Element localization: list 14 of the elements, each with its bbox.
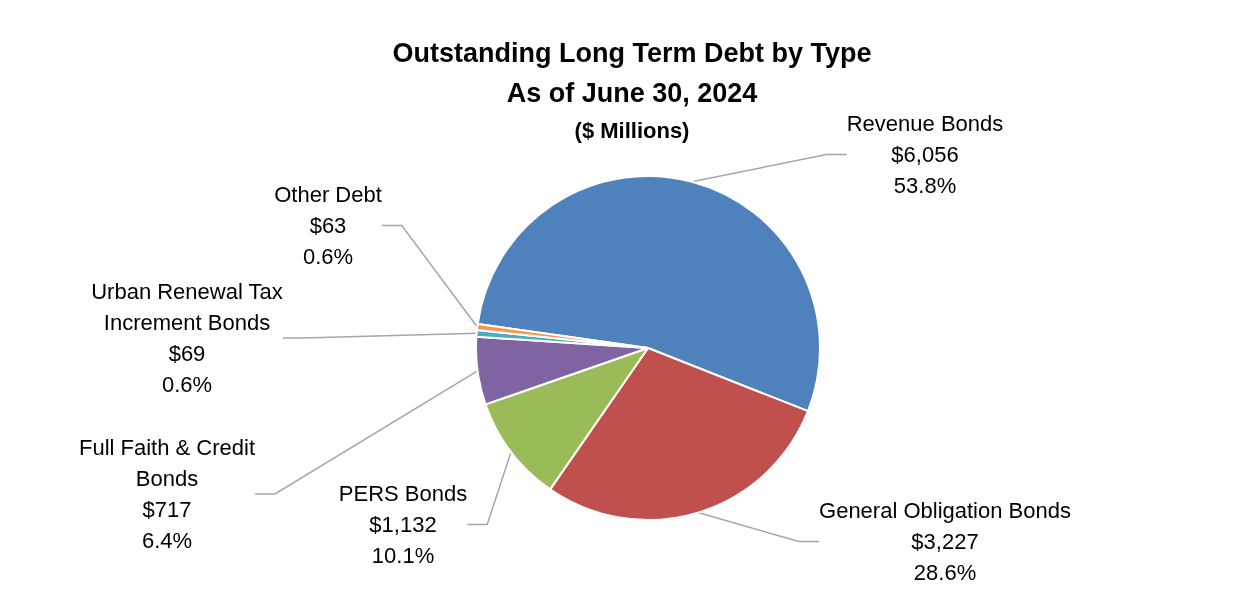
slice-label: Full Faith & Credit Bonds	[78, 435, 256, 491]
data-label: $6,056 53.8%	[891, 142, 959, 198]
slice-label: General Obligation Bonds	[819, 498, 1071, 523]
data-label: $717 6.4%	[141, 497, 193, 553]
data-label: $63 0.6%	[302, 213, 354, 269]
slice-label: PERS Bonds	[338, 481, 468, 506]
data-label: $3,227 28.6%	[911, 529, 979, 585]
data-label: $69 0.6%	[161, 341, 213, 397]
data-label: $1,132 10.1%	[369, 512, 437, 568]
slice-label: Urban Renewal Tax Increment Bonds	[91, 279, 283, 335]
slice-label: Revenue Bonds	[846, 111, 1004, 136]
slice-label: Other Debt	[274, 182, 382, 207]
chart-title: Outstanding Long Term Debt by Type As of June 30, 2024	[392, 38, 872, 108]
chart-subtitle: ($ Millions)	[574, 117, 690, 143]
